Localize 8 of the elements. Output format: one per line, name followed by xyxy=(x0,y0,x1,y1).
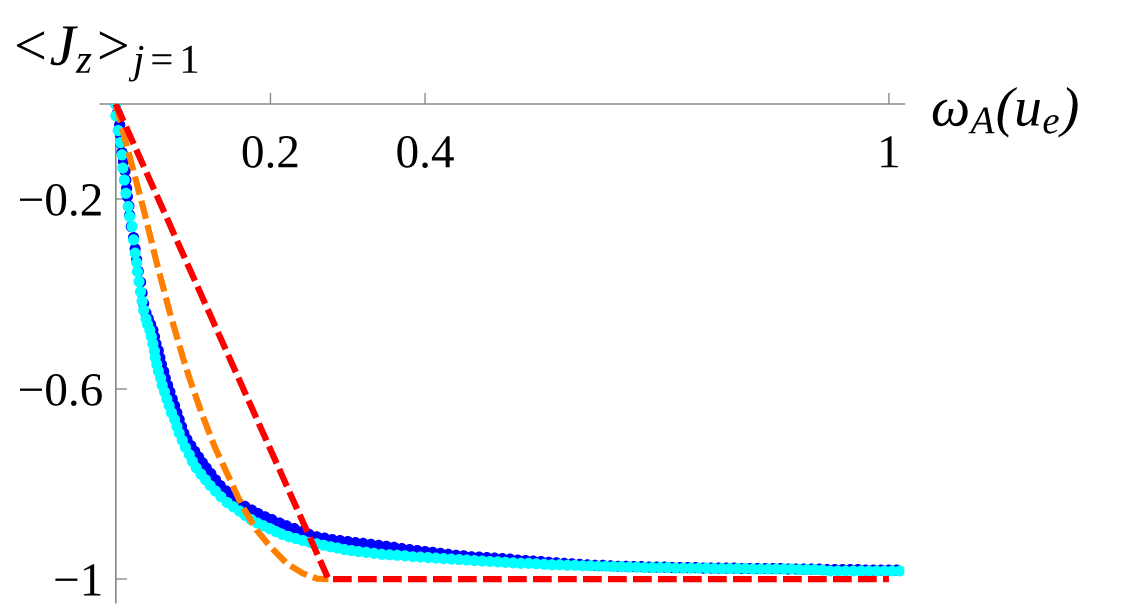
y-tick-label: −0.6 xyxy=(20,373,102,407)
y-tick-label: −1 xyxy=(55,564,101,596)
y-axis-title: <J$_{z}$>$_{j=1}$ xyxy=(16,26,198,82)
x-tick-label: 1 xyxy=(881,136,898,168)
x-tick-label: 0.4 xyxy=(397,135,454,168)
y-tick-label: −0.2 xyxy=(20,183,101,217)
x-axis-title: ω$_{A}$(u$_{e}$) xyxy=(932,87,1078,138)
x-tick-label: 0.2 xyxy=(242,135,298,168)
